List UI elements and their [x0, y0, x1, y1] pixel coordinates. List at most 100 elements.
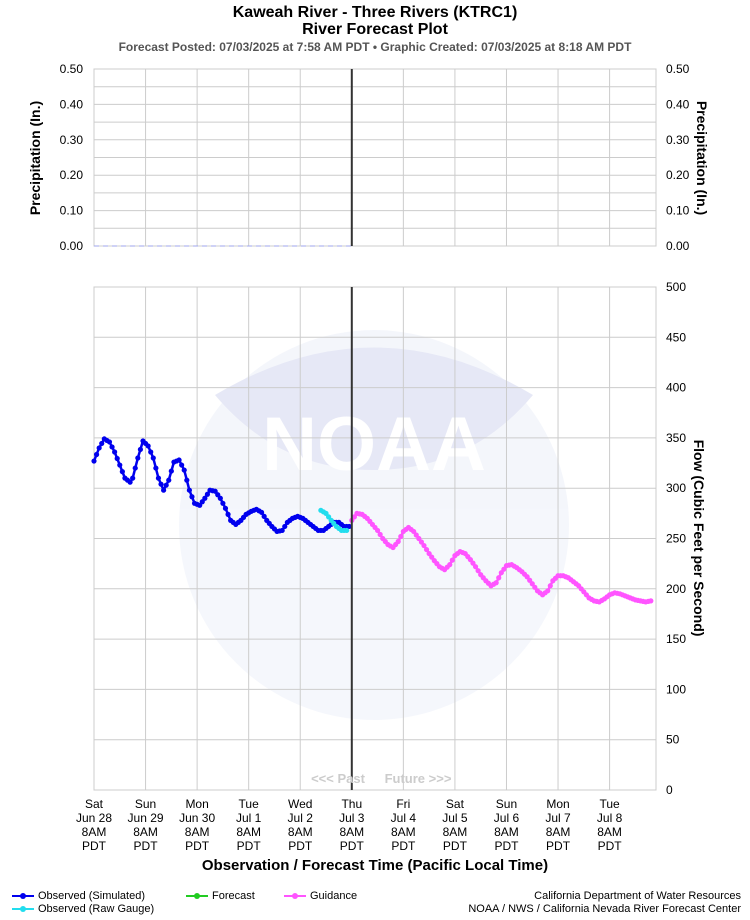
flow-ytick: 500: [666, 280, 686, 294]
guidance-point: [547, 583, 553, 589]
observed-simulated-point: [96, 445, 102, 451]
past-label: <<< Past: [311, 771, 366, 786]
observed-simulated-point: [222, 505, 229, 511]
observed-simulated-point: [168, 468, 174, 474]
guidance-point: [545, 588, 551, 594]
seal-center-text: NOAA: [262, 402, 486, 487]
x-tick-label: Mon Jun 30 8AM PDT: [179, 797, 215, 853]
x-tick-label: Mon Jul 7 8AM PDT: [545, 797, 571, 853]
guidance-point: [648, 598, 654, 604]
flow-ytick: 200: [666, 582, 686, 596]
precip-ytick-left: 0.30: [60, 133, 84, 147]
observed-simulated-point: [158, 481, 164, 487]
flow-ytick: 350: [666, 431, 686, 445]
guidance-point: [449, 557, 455, 563]
observed-simulated-point: [112, 449, 118, 455]
precip-ytick-left: 0.20: [60, 168, 84, 182]
credit-dwr: California Department of Water Resources: [534, 890, 741, 902]
x-tick-label: Fri Jul 4 8AM PDT: [391, 797, 417, 853]
legend-observed-raw: Observed (Raw Gauge): [12, 903, 154, 915]
observed-simulated-point: [176, 457, 182, 463]
legend-observed-simulated: Observed (Simulated): [12, 890, 145, 902]
precip-ytick-right: 0.30: [666, 133, 690, 147]
x-axis-title: Observation / Forecast Time (Pacific Loc…: [202, 857, 548, 874]
guidance-point: [374, 527, 381, 534]
observed-simulated-point: [145, 443, 151, 449]
guidance-point: [496, 575, 502, 581]
observed-simulated-point: [258, 509, 265, 515]
guidance-point: [472, 564, 479, 570]
precip-ytick-right: 0.40: [666, 97, 690, 111]
observed-simulated-point: [130, 475, 136, 481]
legend-observed-raw-swatch: [12, 905, 34, 913]
observed-simulated-point: [137, 446, 144, 453]
x-tick-label: Tue Jul 1 8AM PDT: [236, 797, 262, 853]
x-tick-label: Tue Jul 8 8AM PDT: [597, 797, 623, 853]
guidance-point: [423, 546, 430, 553]
guidance-point: [493, 580, 499, 586]
observed-simulated-point: [189, 494, 195, 500]
observed-simulated-point: [109, 444, 115, 450]
observed-simulated-point: [148, 449, 154, 455]
observed-simulated-point: [282, 523, 288, 530]
observed-simulated-point: [132, 465, 138, 471]
observed-simulated-point: [279, 527, 285, 534]
flow-ytick: 150: [666, 632, 686, 646]
observed-simulated-point: [202, 495, 208, 501]
observed-simulated-point: [346, 523, 352, 530]
precip-ytick-right: 0.10: [666, 204, 690, 218]
precip-ytick-left: 0.10: [60, 204, 84, 218]
flow-axis-title: Flow (Cubic Feet per Second): [691, 440, 707, 637]
x-tick-label: Wed Jul 2 8AM PDT: [288, 797, 314, 853]
posted-info: Forecast Posted: 07/03/2025 at 7:58 AM P…: [118, 40, 632, 54]
guidance-point: [421, 542, 427, 549]
observed-simulated-point: [117, 462, 123, 468]
observed-simulated-point: [186, 487, 192, 493]
x-tick-label: Sun Jul 6 8AM PDT: [494, 797, 520, 853]
guidance-point: [475, 568, 481, 574]
observed-simulated-point: [155, 475, 162, 481]
legend-observed-simulated-swatch: [12, 892, 34, 900]
flow-ytick: 250: [666, 532, 686, 546]
flow-ytick: 100: [666, 682, 686, 696]
observed-simulated-point: [163, 482, 169, 488]
legend-observed-raw-label: Observed (Raw Gauge): [38, 903, 155, 915]
observed-simulated-point: [161, 487, 167, 493]
x-tick-label: Sat Jun 28 8AM PDT: [76, 797, 112, 853]
observed-simulated-point: [119, 469, 125, 475]
x-tick-label: Thu Jul 3 8AM PDT: [339, 797, 365, 853]
precip-ytick-left: 0.50: [60, 62, 84, 76]
legend-forecast-swatch: [186, 892, 208, 900]
observed-simulated-point: [181, 467, 187, 473]
legend-guidance-label: Guidance: [310, 890, 358, 902]
observed-simulated-point: [179, 462, 185, 468]
legend-guidance: Guidance: [284, 890, 357, 902]
seal-bird: [215, 347, 533, 470]
observed-simulated-point: [91, 458, 97, 464]
observed-simulated-point: [106, 439, 113, 445]
legend-forecast: Forecast: [186, 890, 255, 902]
precip-ytick-left: 0.00: [60, 239, 84, 253]
future-label: Future >>>: [385, 771, 452, 786]
observed-simulated-point: [135, 455, 141, 461]
x-tick-label: Sun Jun 29 8AM PDT: [128, 797, 164, 853]
credit-noaa: NOAA / NWS / California Nevada River For…: [468, 903, 741, 915]
legend-forecast-label: Forecast: [212, 890, 255, 902]
precip-left-axis-title: Precipitation (In.): [27, 101, 43, 215]
observed-simulated-point: [220, 500, 226, 506]
guidance-point: [395, 538, 401, 545]
chart-subtitle: River Forecast Plot: [302, 21, 448, 38]
flow-ytick: 450: [666, 330, 686, 344]
guidance-point: [447, 562, 453, 568]
flow-ytick: 0: [666, 783, 673, 797]
precip-right-axis-title: Precipitation (In.): [694, 101, 710, 215]
legend-observed-simulated-label: Observed (Simulated): [38, 890, 145, 902]
observed-simulated-point: [150, 455, 156, 461]
precip-ytick-left: 0.40: [60, 97, 84, 111]
observed-simulated-point: [127, 479, 133, 485]
guidance-point: [398, 533, 404, 540]
chart-title: Kaweah River - Three Rivers (KTRC1): [232, 4, 518, 21]
x-tick-label: Sat Jul 5 8AM PDT: [442, 797, 468, 853]
observed-simulated-point: [153, 465, 159, 471]
